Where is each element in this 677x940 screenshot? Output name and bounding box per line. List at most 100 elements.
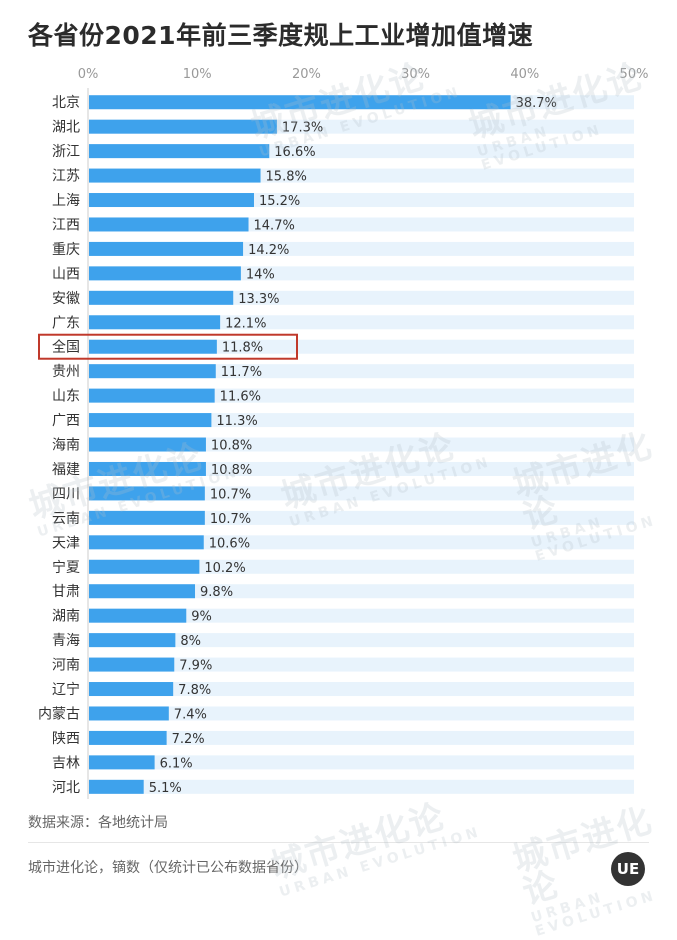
bar xyxy=(89,584,196,599)
bar-track xyxy=(89,413,634,428)
bar xyxy=(89,266,241,281)
bar xyxy=(89,193,254,208)
bar xyxy=(89,241,244,256)
category-label: 湖南 xyxy=(52,609,80,625)
value-label: 10.6% xyxy=(209,536,250,551)
divider xyxy=(28,842,649,843)
value-label: 14.2% xyxy=(248,243,289,258)
value-label: 11.8% xyxy=(222,341,263,356)
value-label: 11.6% xyxy=(220,390,261,405)
bar-track xyxy=(89,779,634,794)
value-label: 6.1% xyxy=(160,756,193,771)
category-label: 广西 xyxy=(52,413,80,429)
bar-track xyxy=(89,388,634,403)
bar xyxy=(89,388,215,403)
category-label: 山西 xyxy=(52,266,80,282)
x-tick-label: 0% xyxy=(78,67,99,82)
x-tick-label: 20% xyxy=(292,67,321,82)
bar xyxy=(89,535,204,550)
bar xyxy=(89,144,270,159)
value-label: 10.7% xyxy=(210,487,251,502)
bar-track xyxy=(89,510,634,525)
category-label: 甘肃 xyxy=(52,584,80,600)
bar-track xyxy=(89,486,634,501)
bar xyxy=(89,730,167,745)
bar-track xyxy=(89,706,634,721)
category-label: 北京 xyxy=(52,95,80,111)
bar xyxy=(89,168,261,183)
category-label: 浙江 xyxy=(52,144,80,160)
bar-track xyxy=(89,730,634,745)
bar-track xyxy=(89,339,634,354)
value-label: 11.3% xyxy=(216,414,257,429)
category-label: 辽宁 xyxy=(52,681,80,698)
value-label: 7.9% xyxy=(179,659,212,674)
value-label: 7.2% xyxy=(172,732,205,747)
bar xyxy=(89,315,221,330)
value-label: 10.7% xyxy=(210,512,251,527)
value-label: 15.8% xyxy=(266,170,307,185)
value-label: 13.3% xyxy=(238,292,279,307)
bar xyxy=(89,290,234,305)
category-label: 青海 xyxy=(52,633,80,649)
bar xyxy=(89,559,200,574)
bar xyxy=(89,437,206,452)
bar xyxy=(89,339,217,354)
bar xyxy=(89,706,169,721)
bar xyxy=(89,657,175,672)
value-label: 38.7% xyxy=(516,96,557,111)
category-label: 全国 xyxy=(52,339,80,356)
bar xyxy=(89,779,144,794)
category-label: 福建 xyxy=(52,462,80,478)
category-label: 江西 xyxy=(52,217,80,233)
category-label: 河南 xyxy=(52,658,80,674)
bar xyxy=(89,633,176,648)
value-label: 10.2% xyxy=(204,561,245,576)
category-label: 江苏 xyxy=(52,169,80,185)
x-tick-label: 10% xyxy=(183,67,212,82)
bar-track xyxy=(89,657,634,672)
bar xyxy=(89,461,206,476)
bar-track xyxy=(89,437,634,452)
category-label: 云南 xyxy=(52,511,80,527)
category-label: 重庆 xyxy=(52,242,80,258)
category-label: 宁夏 xyxy=(52,559,80,576)
bar-track xyxy=(89,315,634,330)
value-label: 9% xyxy=(191,610,212,625)
x-tick-label: 40% xyxy=(510,67,539,82)
value-label: 14.7% xyxy=(254,218,295,233)
category-label: 河北 xyxy=(52,780,80,796)
highlight-box xyxy=(38,333,298,360)
category-label: 吉林 xyxy=(52,755,80,771)
bar-track xyxy=(89,461,634,476)
x-tick-label: 50% xyxy=(620,67,649,82)
value-label: 14% xyxy=(246,267,275,282)
bar-track xyxy=(89,633,634,648)
category-label: 海南 xyxy=(52,438,80,454)
x-tick-label: 30% xyxy=(401,67,430,82)
category-label: 天津 xyxy=(52,535,80,551)
bar xyxy=(89,755,155,770)
bar-track xyxy=(89,755,634,770)
value-label: 7.8% xyxy=(178,683,211,698)
value-label: 15.2% xyxy=(259,194,300,209)
category-label: 上海 xyxy=(52,193,80,209)
watermark: 城市进化论 URBAN EVOLUTION xyxy=(508,800,659,940)
chart-title: 各省份2021年前三季度规上工业增加值增速 xyxy=(28,21,534,50)
bar-track xyxy=(89,535,634,550)
bar xyxy=(89,95,511,110)
category-label: 四川 xyxy=(52,486,80,502)
bar xyxy=(89,608,187,623)
value-label: 10.8% xyxy=(211,463,252,478)
bar-track xyxy=(89,682,634,697)
value-label: 10.8% xyxy=(211,439,252,454)
bar xyxy=(89,682,174,697)
bar xyxy=(89,364,216,379)
bar-track xyxy=(89,584,634,599)
bar-chart: 0% 10% 20% 30% 40% 50% 北京 38.7% 湖北 17.3% 浙江 16.6% 江苏… xyxy=(38,67,649,800)
bar-track xyxy=(89,364,634,379)
value-label: 5.1% xyxy=(149,781,182,796)
category-label: 山东 xyxy=(52,389,80,405)
category-label: 湖北 xyxy=(52,120,80,136)
category-label: 贵州 xyxy=(52,364,80,380)
